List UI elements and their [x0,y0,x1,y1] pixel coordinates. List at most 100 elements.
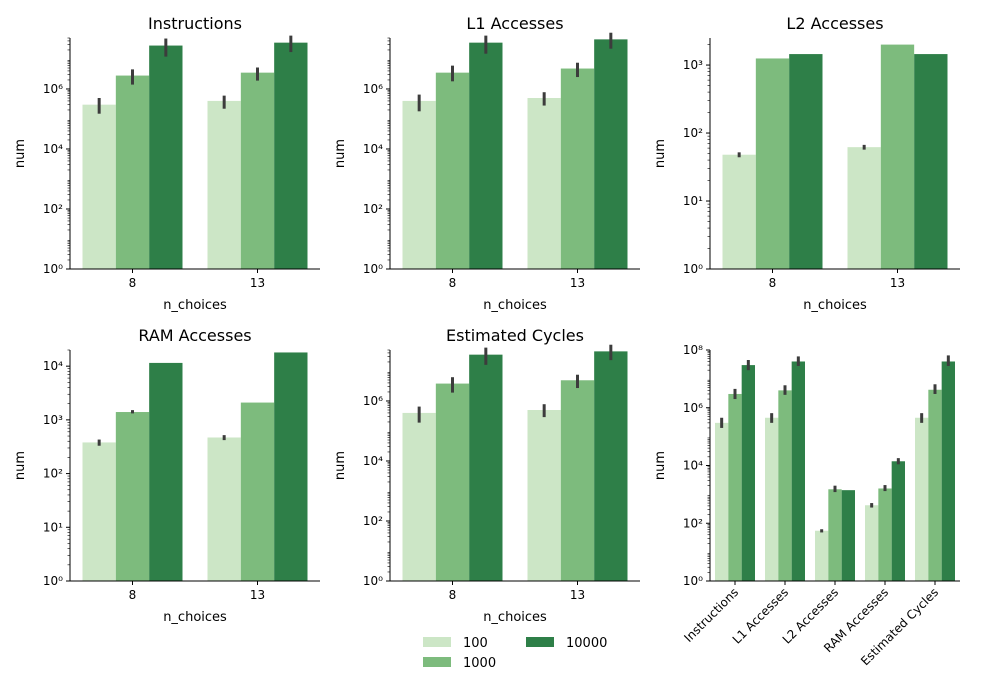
legend: 100 1000 10000 [423,636,607,671]
y-tick-label: 10⁰ [683,262,703,276]
x-axis-label: n_choices [483,610,547,625]
legend-item-10000: 10000 [526,636,607,651]
chart-panel-2: 10⁰ 10¹ 10² 10³ 8 13 L2 Accesses n_choices num [653,14,960,313]
bar-1000-8 [435,383,470,581]
y-tick-label: 10⁸ [683,343,703,357]
y-tick-label: 10⁴ [363,142,383,156]
chart-title: Estimated Cycles [446,326,584,345]
y-tick-label: 10⁴ [43,359,63,373]
bar-100-13 [207,100,241,269]
y-tick-label: 10² [363,202,383,216]
bar-100-L2 Accesses [815,530,829,581]
y-tick-label: 10³ [43,413,63,427]
legend-label: 10000 [566,636,607,651]
x-tick-label: 13 [570,276,585,290]
y-tick-label: 10⁶ [683,401,703,415]
y-tick-label: 10⁴ [43,142,63,156]
chart-title: L2 Accesses [786,14,883,33]
y-tick-label: 10⁶ [43,82,63,96]
bar-10000-L2 Accesses [841,490,855,581]
legend-label: 1000 [463,656,496,671]
chart-panel-3: 10⁰ 10¹ 10² 10³ 10⁴ 8 13 RAM Accesses n_choices n… [13,326,320,625]
x-tick-label: 8 [769,276,777,290]
bar-1000-13 [560,68,595,269]
bar-1000-Estimated Cycles [928,389,942,581]
chart-title: L1 Accesses [466,14,563,33]
x-tick-label: 13 [570,588,585,602]
y-tick-label: 10² [43,467,63,481]
legend-swatch [526,637,554,647]
x-tick-label: 13 [890,276,905,290]
bar-1000-8 [435,72,470,270]
x-tick-label: 8 [129,588,137,602]
bar-100-8 [82,104,116,269]
x-tick-label: 8 [449,276,457,290]
bar-100-8 [82,442,116,581]
x-tick-label: 13 [250,588,265,602]
chart-panel-1: 10⁰ 10² 10⁴ 10⁶ 8 13 L1 Accesses n_choices num [333,14,640,313]
bar-100-13 [527,410,561,581]
x-axis-label: n_choices [163,610,227,625]
bar-100-8 [722,154,756,269]
x-tick-label: 8 [449,588,457,602]
bar-1000-L1 Accesses [778,390,792,581]
y-axis-label: num [653,139,668,168]
bar-100-13 [527,98,561,269]
bar-10000-8 [789,54,823,269]
y-tick-label: 10⁰ [363,262,383,276]
y-tick-label: 10⁶ [363,394,383,408]
y-tick-label: 10² [683,126,703,140]
bar-10000-8 [149,45,183,270]
x-axis-label: n_choices [483,298,547,313]
bar-1000-8 [115,75,150,269]
bar-1000-8 [115,412,150,581]
bar-1000-L2 Accesses [828,489,842,581]
bar-100-Estimated Cycles [915,417,929,581]
bar-10000-8 [469,354,503,581]
y-axis-label: num [333,139,348,168]
y-tick-label: 10² [43,202,63,216]
bar-1000-13 [560,380,595,581]
bar-1000-Instructions [728,393,742,581]
y-tick-label: 10⁰ [43,262,63,276]
bar-10000-L1 Accesses [791,361,805,581]
bar-10000-13 [274,42,308,270]
bar-10000-Instructions [741,365,755,581]
bar-1000-13 [240,402,275,581]
bar-1000-8 [755,58,790,270]
bar-10000-8 [469,42,503,270]
bar-100-13 [207,437,241,581]
bar-10000-8 [149,362,183,581]
bar-100-8 [402,412,436,581]
y-axis-label: num [13,139,28,168]
bar-10000-13 [274,352,308,581]
y-tick-label: 10⁰ [43,574,63,588]
chart-panel-4: 10⁰ 10² 10⁴ 10⁶ 8 13 Estimated Cycles n_choices… [333,326,640,625]
y-tick-label: 10² [363,514,383,528]
x-axis-label: n_choices [803,298,867,313]
x-tick-label: 8 [129,276,137,290]
y-tick-label: 10⁶ [363,82,383,96]
y-tick-label: 10⁰ [363,574,383,588]
bar-10000-Estimated Cycles [941,361,955,581]
legend-swatch [423,637,451,647]
bar-10000-RAM Accesses [891,461,905,581]
bar-10000-13 [594,351,628,581]
bar-1000-RAM Accesses [878,488,892,581]
legend-swatch [423,657,451,667]
y-tick-label: 10⁴ [363,454,383,468]
legend-label: 100 [463,636,488,651]
y-tick-label: 10² [683,516,703,530]
bar-100-Instructions [715,422,729,581]
bar-10000-13 [594,39,628,270]
y-axis-label: num [653,451,668,480]
bar-100-8 [402,100,436,269]
y-tick-label: 10¹ [683,194,703,208]
x-axis-label: n_choices [163,298,227,313]
bar-1000-13 [240,72,275,270]
x-tick-label: 13 [250,276,265,290]
chart-panel-0: 10⁰ 10² 10⁴ 10⁶ 8 13 Instructions n_choices num [13,14,320,313]
y-tick-label: 10¹ [43,520,63,534]
bar-1000-13 [880,44,915,270]
